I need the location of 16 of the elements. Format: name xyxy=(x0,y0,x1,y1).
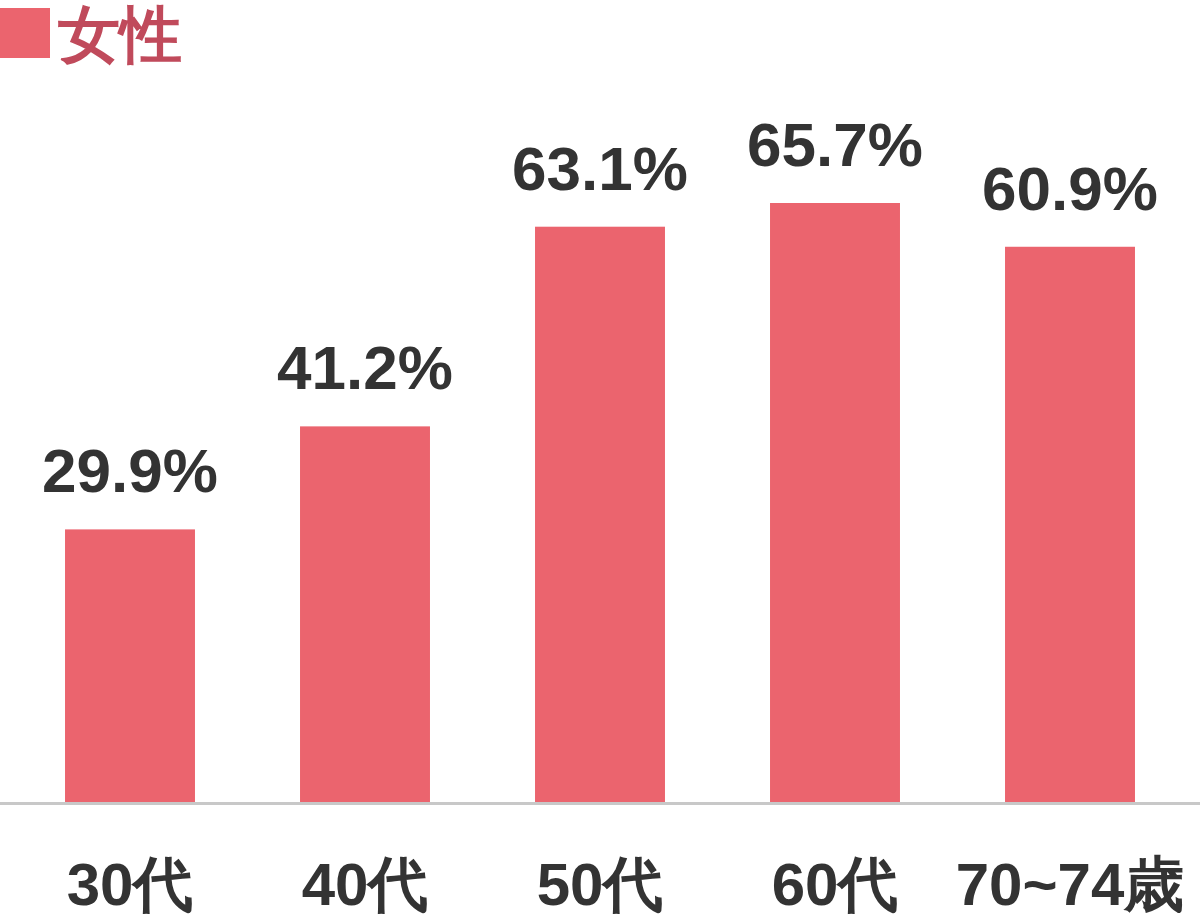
x-tick-label: 70~74歳 xyxy=(955,851,1185,918)
x-tick-label: 30代 xyxy=(66,851,194,918)
x-tick-label: 40代 xyxy=(301,851,429,918)
data-label: 63.1% xyxy=(512,133,688,203)
bar xyxy=(535,226,665,802)
data-label: 60.9% xyxy=(982,153,1158,223)
bar xyxy=(1005,246,1135,802)
data-label: 65.7% xyxy=(747,110,923,179)
bar xyxy=(65,529,195,802)
bar xyxy=(770,203,900,802)
data-label: 29.9% xyxy=(42,436,218,506)
bar xyxy=(300,426,430,802)
x-tick-label: 50代 xyxy=(536,851,664,918)
legend-label: 女性 xyxy=(58,0,182,69)
data-label: 41.2% xyxy=(277,333,453,403)
x-tick-label: 60代 xyxy=(771,851,899,918)
